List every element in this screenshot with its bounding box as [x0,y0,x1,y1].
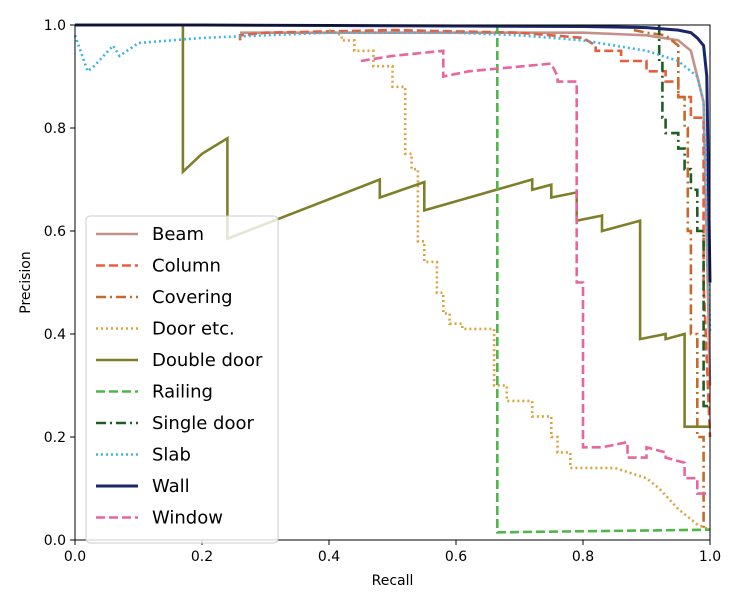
legend-box [85,215,279,544]
x-tick-label: 0.6 [445,549,467,565]
series-line-railing [495,25,711,534]
x-axis-label: Recall [372,573,414,589]
legend-label-single-door: Single door [152,413,255,434]
axes-layer: 0.0 0.2 0.4 0.6 0.8 1.0 0.0 0.2 0.4 0.6 0.8 1.0 [44,18,721,565]
legend-label-wall: Wall [152,476,190,497]
legend-label-column: Column [152,256,221,277]
y-axis-label: Precision [18,251,34,313]
series-line-window [360,49,710,495]
y-tick-label: 0.6 [44,224,66,240]
x-tick-label: 1.0 [699,549,721,565]
legend-label-slab: Slab [152,445,191,466]
x-tick-label: 0.8 [572,549,594,565]
legend-label-railing: Railing [152,382,213,403]
y-tick-label: 0.4 [44,327,66,343]
x-tick-label: 0.0 [64,549,86,565]
legend-label-door-etc: Door etc. [152,319,235,340]
x-tick-label: 0.2 [191,549,213,565]
legend-label-double-door: Double door [152,350,263,371]
y-tick-label: 0.8 [44,121,66,137]
series-line-covering [633,28,710,532]
plot-frame [74,24,711,541]
legend-label-covering: Covering [152,287,233,308]
y-tick-label: 1.0 [44,18,66,34]
legend: Beam Column Covering Door etc. Double door Ra… [85,215,279,544]
x-tick-label: 0.4 [318,549,340,565]
legend-label-beam: Beam [152,224,204,245]
series-line-slab [73,31,712,335]
series-line-column [238,28,712,438]
y-tick-label: 0.0 [44,533,66,549]
series-line-single-door [657,25,710,408]
legend-label-window: Window [152,508,223,529]
y-tick-label: 0.2 [44,430,66,446]
